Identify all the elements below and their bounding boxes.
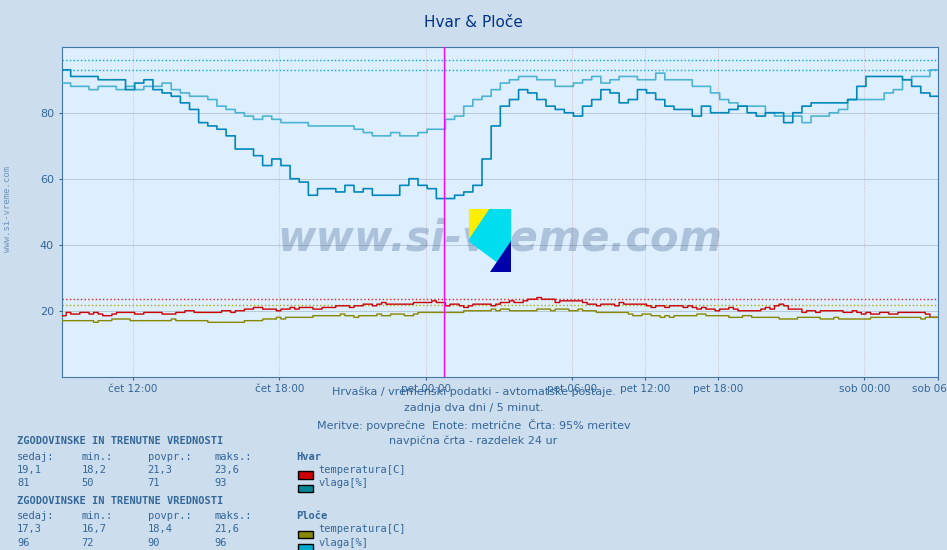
Text: maks.:: maks.: [214, 452, 252, 462]
Text: 18,4: 18,4 [148, 524, 172, 535]
Text: 16,7: 16,7 [81, 524, 106, 535]
Text: ZGODOVINSKE IN TRENUTNE VREDNOSTI: ZGODOVINSKE IN TRENUTNE VREDNOSTI [17, 496, 223, 506]
Text: temperatura[C]: temperatura[C] [318, 465, 405, 475]
Text: 21,6: 21,6 [214, 524, 239, 535]
Text: zadnja dva dni / 5 minut.: zadnja dva dni / 5 minut. [403, 403, 544, 412]
Text: 72: 72 [81, 537, 94, 548]
Text: vlaga[%]: vlaga[%] [318, 478, 368, 488]
Text: min.:: min.: [81, 452, 113, 462]
Text: sedaj:: sedaj: [17, 452, 55, 462]
Text: povpr.:: povpr.: [148, 511, 191, 521]
Text: Hvar: Hvar [296, 452, 321, 462]
Text: 81: 81 [17, 478, 29, 488]
Text: Ploče: Ploče [296, 511, 328, 521]
Text: 19,1: 19,1 [17, 465, 42, 475]
Polygon shape [469, 209, 511, 272]
Text: 21,3: 21,3 [148, 465, 172, 475]
Text: ZGODOVINSKE IN TRENUTNE VREDNOSTI: ZGODOVINSKE IN TRENUTNE VREDNOSTI [17, 436, 223, 447]
Text: Hrvaška / vremenski podatki - avtomatske postaje.: Hrvaška / vremenski podatki - avtomatske… [331, 386, 616, 397]
Text: 96: 96 [17, 537, 29, 548]
Text: 93: 93 [214, 478, 226, 488]
Text: Hvar & Ploče: Hvar & Ploče [424, 15, 523, 30]
Text: www.si-vreme.com: www.si-vreme.com [3, 166, 12, 252]
Text: www.si-vreme.com: www.si-vreme.com [277, 217, 722, 259]
Text: navpična črta - razdelek 24 ur: navpična črta - razdelek 24 ur [389, 436, 558, 446]
Text: 96: 96 [214, 537, 226, 548]
Text: 23,6: 23,6 [214, 465, 239, 475]
Text: sedaj:: sedaj: [17, 511, 55, 521]
Polygon shape [491, 241, 511, 272]
Text: 71: 71 [148, 478, 160, 488]
Text: povpr.:: povpr.: [148, 452, 191, 462]
Text: 18,2: 18,2 [81, 465, 106, 475]
Text: maks.:: maks.: [214, 511, 252, 521]
Polygon shape [469, 209, 491, 241]
Text: min.:: min.: [81, 511, 113, 521]
Text: temperatura[C]: temperatura[C] [318, 524, 405, 535]
Text: 50: 50 [81, 478, 94, 488]
Text: Meritve: povprečne  Enote: metrične  Črta: 95% meritev: Meritve: povprečne Enote: metrične Črta:… [316, 419, 631, 431]
Text: 17,3: 17,3 [17, 524, 42, 535]
Text: 90: 90 [148, 537, 160, 548]
Text: vlaga[%]: vlaga[%] [318, 537, 368, 548]
